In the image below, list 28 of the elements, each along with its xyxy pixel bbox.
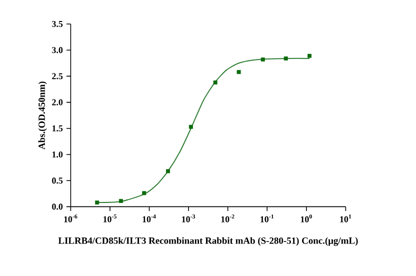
x-tick-label: 10$^{-3}$ (182, 214, 196, 222)
point (260, 58, 265, 62)
y-tick-label: 3.5 (52, 20, 63, 28)
y-tick-label: 0.5 (52, 178, 63, 184)
x-tick-label: 10$^{-4}$ (142, 214, 156, 222)
point (166, 169, 170, 174)
x-tick-label: 10$^{0}$ (300, 214, 312, 222)
x-axis-title: LILRB4/CD85k/ILT3 Recombinant Rabbit mAb (S-280-51) Conc.(μg/mL) (58, 237, 358, 246)
y-tick-label: 3.0 (52, 47, 63, 54)
point (284, 56, 288, 60)
y-tick-label: 0.0 (52, 204, 63, 210)
y-tick-label: 2.5 (52, 73, 63, 80)
point (118, 198, 123, 203)
x-tick-label: 10$^{1}$ (340, 214, 352, 222)
x-tick-label: 10$^{-6}$ (64, 214, 78, 222)
x-tick-label: 10$^{-5}$ (103, 214, 116, 222)
y-tick-label: 1.0 (52, 151, 63, 158)
point (308, 54, 312, 58)
y-tick-label: 2.0 (52, 99, 63, 106)
point (236, 70, 241, 74)
point (95, 200, 100, 205)
point (142, 191, 146, 196)
x-tick-label: 10$^{-2}$ (221, 214, 234, 222)
point (188, 124, 193, 129)
y-axis-title: Abs.(OD.450nm) (38, 82, 47, 150)
x-tick-label: 10$^{-1}$ (260, 214, 274, 222)
point (213, 80, 218, 84)
y-tick-label: 1.5 (52, 125, 63, 132)
